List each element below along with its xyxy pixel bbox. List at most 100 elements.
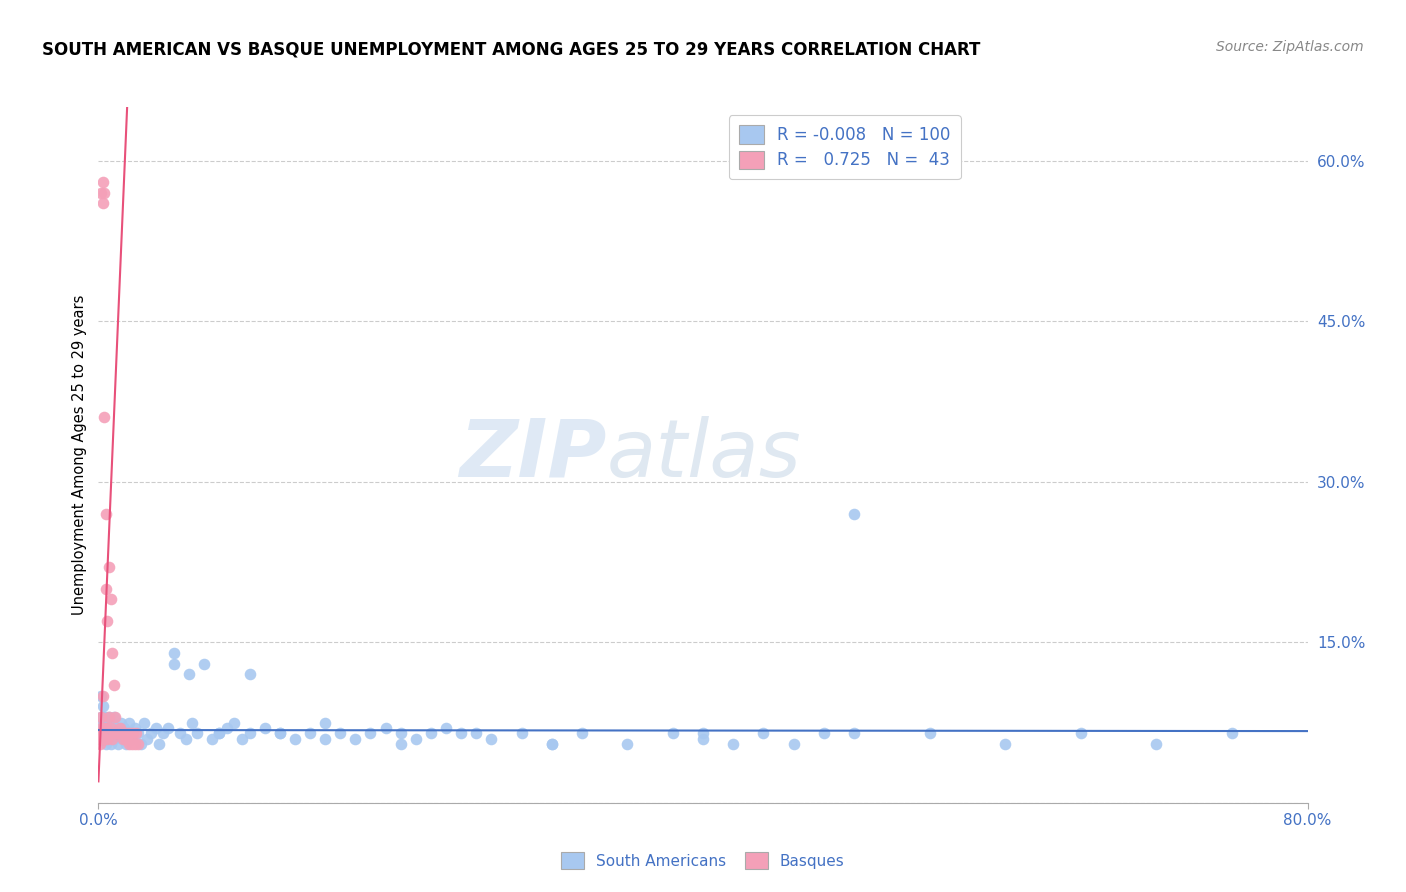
Point: [101, 646, 124, 660]
Point: [89, 731, 111, 746]
Point: [96, 731, 118, 746]
Point: [90, 721, 112, 735]
Text: ZIP: ZIP: [458, 416, 606, 494]
Point: [616, 737, 638, 751]
Point: [994, 737, 1017, 751]
Point: [121, 731, 143, 746]
Point: [91, 196, 114, 211]
Point: [405, 731, 427, 746]
Point: [419, 726, 441, 740]
Point: [121, 737, 143, 751]
Point: [94, 721, 117, 735]
Point: [129, 737, 152, 751]
Point: [152, 726, 174, 740]
Point: [215, 721, 238, 735]
Point: [540, 737, 562, 751]
Point: [389, 737, 412, 751]
Point: [782, 737, 804, 751]
Point: [314, 731, 336, 746]
Point: [91, 721, 114, 735]
Point: [94, 726, 117, 740]
Point: [163, 657, 186, 671]
Point: [107, 726, 129, 740]
Point: [434, 721, 457, 735]
Point: [94, 507, 117, 521]
Point: [208, 726, 231, 740]
Point: [253, 721, 276, 735]
Point: [124, 737, 146, 751]
Text: atlas: atlas: [606, 416, 801, 494]
Point: [98, 726, 121, 740]
Point: [169, 726, 191, 740]
Point: [89, 726, 111, 740]
Point: [148, 737, 170, 751]
Point: [90, 710, 112, 724]
Point: [374, 721, 396, 735]
Point: [108, 721, 131, 735]
Point: [101, 715, 124, 730]
Point: [510, 726, 533, 740]
Point: [107, 737, 129, 751]
Point: [100, 721, 122, 735]
Point: [918, 726, 941, 740]
Point: [118, 715, 141, 730]
Point: [93, 410, 115, 425]
Point: [224, 715, 246, 730]
Point: [94, 737, 117, 751]
Point: [122, 726, 145, 740]
Point: [540, 737, 562, 751]
Point: [284, 731, 307, 746]
Point: [98, 710, 121, 724]
Point: [104, 710, 127, 724]
Point: [127, 726, 149, 740]
Point: [181, 715, 204, 730]
Point: [844, 726, 866, 740]
Point: [93, 710, 115, 724]
Point: [98, 560, 121, 574]
Point: [314, 715, 336, 730]
Point: [94, 710, 117, 724]
Point: [177, 667, 201, 681]
Point: [231, 731, 253, 746]
Point: [132, 715, 155, 730]
Point: [90, 186, 112, 200]
Point: [93, 721, 115, 735]
Point: [1220, 726, 1243, 740]
Point: [269, 726, 291, 740]
Text: Source: ZipAtlas.com: Source: ZipAtlas.com: [1216, 40, 1364, 54]
Point: [193, 657, 215, 671]
Point: [98, 710, 121, 724]
Point: [360, 726, 382, 740]
Point: [91, 731, 114, 746]
Point: [120, 726, 142, 740]
Point: [135, 731, 157, 746]
Point: [93, 721, 115, 735]
Point: [96, 614, 118, 628]
Legend: South Americans, Basques: South Americans, Basques: [555, 847, 851, 875]
Point: [269, 726, 291, 740]
Point: [465, 726, 488, 740]
Point: [90, 689, 112, 703]
Point: [112, 721, 135, 735]
Point: [103, 726, 125, 740]
Point: [201, 731, 224, 746]
Point: [100, 592, 122, 607]
Point: [114, 737, 136, 751]
Point: [90, 726, 112, 740]
Point: [94, 582, 117, 596]
Point: [1144, 737, 1167, 751]
Point: [112, 726, 135, 740]
Point: [125, 726, 148, 740]
Point: [389, 726, 412, 740]
Point: [108, 726, 131, 740]
Point: [90, 731, 112, 746]
Point: [186, 726, 208, 740]
Point: [344, 731, 367, 746]
Point: [111, 731, 134, 746]
Point: [103, 731, 125, 746]
Point: [110, 726, 132, 740]
Point: [114, 731, 136, 746]
Point: [208, 726, 231, 740]
Point: [118, 737, 141, 751]
Point: [329, 726, 352, 740]
